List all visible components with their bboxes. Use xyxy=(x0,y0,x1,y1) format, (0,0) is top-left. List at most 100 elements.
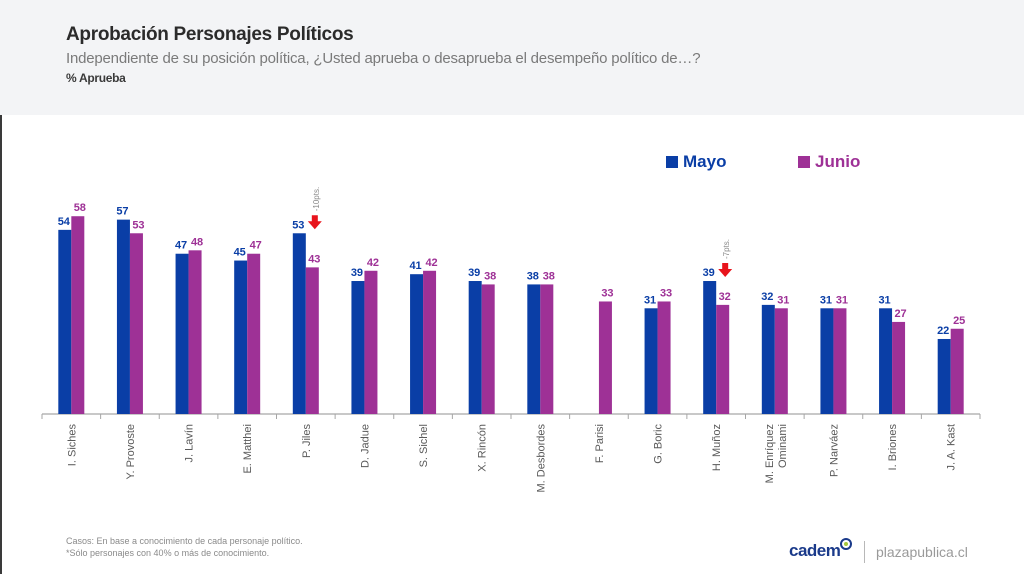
legend-item-junio: Junio xyxy=(798,151,860,173)
data-label-junio: 42 xyxy=(425,257,437,269)
x-tick-label-text: J. Lavín xyxy=(184,424,196,463)
x-tick-label-text: F. Parisi xyxy=(594,424,606,463)
x-tick-label-text: Ominami xyxy=(777,424,789,468)
bar-mayo xyxy=(644,308,658,414)
footnote-knowledge: *Sólo personajes con 40% o más de conoci… xyxy=(66,548,270,558)
data-label-junio: 58 xyxy=(74,202,86,214)
bar-mayo xyxy=(234,260,248,414)
x-tick-label: G. Boric xyxy=(653,424,665,464)
bar-mayo xyxy=(468,281,482,414)
bar-mayo xyxy=(761,304,775,414)
x-tick-label: M. Desbordes xyxy=(535,424,547,493)
x-tick-label-text: S. Sichel xyxy=(418,424,430,467)
data-label-mayo: 31 xyxy=(820,294,832,306)
bar-junio xyxy=(833,308,847,414)
x-tick-label-text: H. Muñoz xyxy=(711,424,723,471)
bar-junio xyxy=(481,284,495,414)
bar-junio xyxy=(129,233,143,414)
legend-swatch-mayo xyxy=(666,156,678,168)
legend-label-mayo: Mayo xyxy=(683,152,727,171)
cadem-logo: cadem xyxy=(789,541,841,560)
cadem-logo-dot-icon xyxy=(840,538,852,550)
chart-measure: % Aprueba xyxy=(66,71,126,85)
data-label-junio: 33 xyxy=(660,287,672,299)
x-tick-label: F. Parisi xyxy=(594,424,606,463)
data-label-junio: 38 xyxy=(543,270,555,282)
header-band xyxy=(0,0,1024,115)
bar-mayo xyxy=(703,281,717,414)
x-tick-label-text: G. Boric xyxy=(653,424,665,464)
x-tick-label: J. A. Kast xyxy=(946,424,958,470)
x-tick-label: H. Muñoz xyxy=(711,424,723,471)
x-tick-label: I. Siches xyxy=(66,424,78,467)
data-label-junio: 33 xyxy=(601,287,613,299)
x-tick-label-text: J. A. Kast xyxy=(946,424,958,470)
bar-junio xyxy=(774,308,788,414)
down-arrow-icon xyxy=(307,215,322,230)
x-tick-label: P. Narváez xyxy=(828,424,840,477)
x-tick-label-text: I. Briones xyxy=(887,424,899,471)
bar-junio xyxy=(716,304,730,414)
data-label-mayo: 38 xyxy=(527,270,539,282)
x-tick-label: E. Matthei xyxy=(242,424,254,474)
x-tick-label-text: M. Desbordes xyxy=(535,424,547,493)
data-label-junio: 43 xyxy=(308,253,320,265)
x-tick-label: Y. Provoste xyxy=(125,424,137,479)
bar-mayo xyxy=(116,219,130,414)
data-label-mayo: 41 xyxy=(409,260,421,272)
x-tick-label-text: D. Jadue xyxy=(359,424,371,468)
data-label-mayo: 39 xyxy=(703,267,715,279)
chart-subtitle: Independiente de su posición política, ¿… xyxy=(66,50,701,67)
x-tick-label: M. Enríquez Ominami xyxy=(764,424,789,483)
data-label-mayo: 31 xyxy=(644,294,656,306)
data-label-junio: 31 xyxy=(836,294,848,306)
left-edge-border xyxy=(0,115,2,574)
footnote: Casos: En base a conocimiento de cada pe… xyxy=(66,535,303,559)
site-url: plazapublica.cl xyxy=(876,544,968,560)
bar-mayo xyxy=(410,274,424,414)
x-tick-label: J. Lavín xyxy=(184,424,196,463)
x-tick-label-text: P. Narváez xyxy=(828,424,840,477)
bar-junio xyxy=(247,253,261,414)
data-label-junio: 25 xyxy=(953,315,965,327)
bar-junio xyxy=(892,321,906,414)
x-tick-label-text: X. Rincón xyxy=(477,424,489,472)
legend-swatch-junio xyxy=(798,156,810,168)
legend-label-junio: Junio xyxy=(815,152,861,171)
data-label-junio: 48 xyxy=(191,236,203,248)
footer-divider xyxy=(864,541,865,563)
bar-junio xyxy=(423,270,437,414)
data-label-mayo: 54 xyxy=(58,216,71,228)
data-label-mayo: 22 xyxy=(937,325,949,337)
bar-junio xyxy=(950,328,964,414)
data-label-junio: 31 xyxy=(777,294,789,306)
x-tick-label: D. Jadue xyxy=(359,424,371,468)
data-label-mayo: 47 xyxy=(175,240,187,252)
bar-junio xyxy=(188,250,202,414)
bar-junio xyxy=(71,216,85,414)
x-tick-label-text: E. Matthei xyxy=(242,424,254,474)
data-label-mayo: 32 xyxy=(761,291,773,303)
data-label-junio: 38 xyxy=(484,270,496,282)
data-label-junio: 47 xyxy=(250,240,262,252)
footnote-cases: Casos: En base a conocimiento de cada pe… xyxy=(66,536,303,546)
data-label-mayo: 45 xyxy=(234,247,246,259)
bar-mayo xyxy=(351,281,365,414)
down-arrow-icon xyxy=(718,263,733,278)
change-annotation: -7pts. xyxy=(722,239,731,259)
x-tick-label-text: I. Siches xyxy=(66,424,78,467)
data-label-junio: 32 xyxy=(719,291,731,303)
change-annotation: -10pts. xyxy=(312,187,321,211)
data-label-mayo: 39 xyxy=(351,267,363,279)
x-tick-label: X. Rincón xyxy=(477,424,489,472)
bar-junio xyxy=(540,284,554,414)
x-tick-label-text: P. Jiles xyxy=(301,424,313,459)
bar-mayo xyxy=(820,308,834,414)
data-label-mayo: 39 xyxy=(468,267,480,279)
bar-mayo xyxy=(937,338,951,414)
bar-mayo xyxy=(175,253,189,414)
bar-mayo xyxy=(879,308,893,414)
bar-mayo xyxy=(527,284,541,414)
legend-item-mayo: Mayo xyxy=(666,151,726,173)
